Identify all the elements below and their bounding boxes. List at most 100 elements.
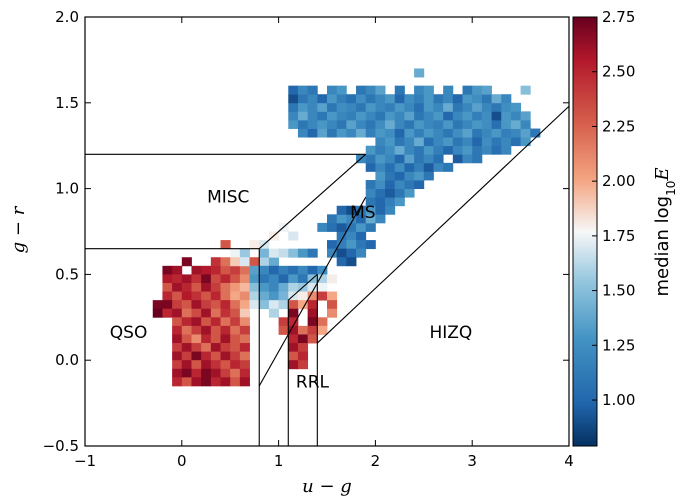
y-axis-ticks: −0.5 0.0 0.5 1.0 1.5 2.0 xyxy=(43,8,569,455)
heatmap-cell xyxy=(346,102,357,112)
x-tick-label: −1 xyxy=(74,452,96,470)
region-labels: MISC MS QSO HIZQ RRL xyxy=(110,187,473,392)
heatmap-cell xyxy=(278,291,289,301)
heatmap-cell xyxy=(336,231,347,241)
heatmap-cell xyxy=(230,265,241,275)
heatmap-cell xyxy=(297,351,309,361)
heatmap-cell xyxy=(297,325,309,335)
heatmap-cell xyxy=(210,377,221,387)
heatmap-cell xyxy=(201,360,212,370)
heatmap-cell xyxy=(191,343,202,353)
heatmap-cell xyxy=(288,343,299,353)
heatmap-cell xyxy=(404,137,415,147)
heatmap-cell xyxy=(297,343,309,353)
heatmap-cell xyxy=(491,137,502,147)
heatmap-cell xyxy=(288,351,299,361)
heatmap-cell xyxy=(288,300,299,310)
heatmap-cell xyxy=(423,119,434,129)
heatmap-cell xyxy=(201,334,212,344)
heatmap-cell xyxy=(385,154,396,164)
heatmap-cell xyxy=(365,205,376,215)
heatmap-cell xyxy=(385,171,396,181)
heatmap-cell xyxy=(288,119,299,129)
y-tick-label: 1.0 xyxy=(55,180,79,198)
heatmap-cell xyxy=(220,325,231,335)
heatmap-cell xyxy=(375,197,386,207)
heatmap-cell xyxy=(443,111,454,121)
heatmap-cell xyxy=(239,282,250,292)
heatmap-cell xyxy=(452,94,463,104)
heatmap-cell xyxy=(181,351,192,361)
heatmap-cell xyxy=(414,68,425,78)
x-tick-label: 4 xyxy=(564,452,574,470)
heatmap-cell xyxy=(452,154,463,164)
heatmap-cell xyxy=(356,240,367,250)
x-axis-ticks: −1 0 1 2 3 4 xyxy=(74,17,574,470)
heatmap-cell xyxy=(375,154,386,164)
heatmap-cell xyxy=(268,265,279,275)
heatmap-cell xyxy=(423,102,434,112)
boundary-line xyxy=(258,153,367,250)
heatmap-cell xyxy=(501,128,512,138)
heatmap-cell xyxy=(220,265,231,275)
heatmap-cell xyxy=(356,231,367,241)
heatmap-cell xyxy=(414,119,425,129)
heatmap-cell xyxy=(375,94,386,104)
heatmap-cell xyxy=(259,274,270,284)
heatmap-cell xyxy=(201,291,212,301)
heatmap-cell xyxy=(423,171,434,181)
heatmap-cell xyxy=(210,257,221,267)
heatmap-cell xyxy=(268,274,279,284)
colorbar-tick-label: 1.00 xyxy=(602,391,635,409)
heatmap-cell xyxy=(230,325,241,335)
heatmap-cell xyxy=(472,145,483,155)
x-tick-label: 1 xyxy=(274,452,284,470)
heatmap-cell xyxy=(472,94,483,104)
heatmap-cell xyxy=(356,102,367,112)
heatmap-cell xyxy=(346,205,357,215)
heatmap-cell xyxy=(210,274,221,284)
heatmap-cell xyxy=(443,119,454,129)
heatmap-cell xyxy=(210,325,221,335)
plot-frame xyxy=(84,16,570,447)
heatmap-cell xyxy=(210,317,221,327)
heatmap-cell xyxy=(230,308,241,318)
heatmap-cell xyxy=(443,85,454,95)
heatmap-cell xyxy=(288,102,299,112)
heatmap-cell xyxy=(443,128,454,138)
heatmap-cell xyxy=(201,300,212,310)
heatmap-cell xyxy=(220,282,231,292)
heatmap-cell xyxy=(297,85,309,95)
heatmap-cell xyxy=(230,334,241,344)
heatmap-cell xyxy=(191,300,202,310)
heatmap-cell xyxy=(239,377,250,387)
heatmap-cell xyxy=(336,119,347,129)
heatmap-cell xyxy=(317,291,328,301)
heatmap-cell xyxy=(317,274,328,284)
heatmap-cell xyxy=(191,308,202,318)
heatmap-cell xyxy=(394,102,405,112)
region-label-hizq: HIZQ xyxy=(429,323,472,343)
region-boundaries xyxy=(85,105,570,446)
heatmap-cell xyxy=(462,119,473,129)
heatmap-cell xyxy=(443,137,454,147)
heatmap-cell xyxy=(491,111,502,121)
heatmap-cell xyxy=(239,300,250,310)
heatmap-cell xyxy=(317,325,328,335)
heatmap-cell xyxy=(356,119,367,129)
heatmap-cell xyxy=(278,265,289,275)
heatmap-cell xyxy=(278,300,289,310)
heatmap-cell xyxy=(327,274,338,284)
heatmap-cell xyxy=(327,119,338,129)
heatmap-cell xyxy=(191,360,202,370)
heatmap-cell xyxy=(191,334,202,344)
heatmap-cell xyxy=(336,111,347,121)
heatmap-cell xyxy=(356,205,367,215)
boundary-line xyxy=(316,105,570,344)
heatmap-cell xyxy=(307,325,318,335)
heatmap-cell xyxy=(394,197,405,207)
heatmap-cell xyxy=(201,377,212,387)
heatmap-cell xyxy=(307,102,318,112)
heatmap-cell xyxy=(336,128,347,138)
heatmap-cell xyxy=(423,94,434,104)
